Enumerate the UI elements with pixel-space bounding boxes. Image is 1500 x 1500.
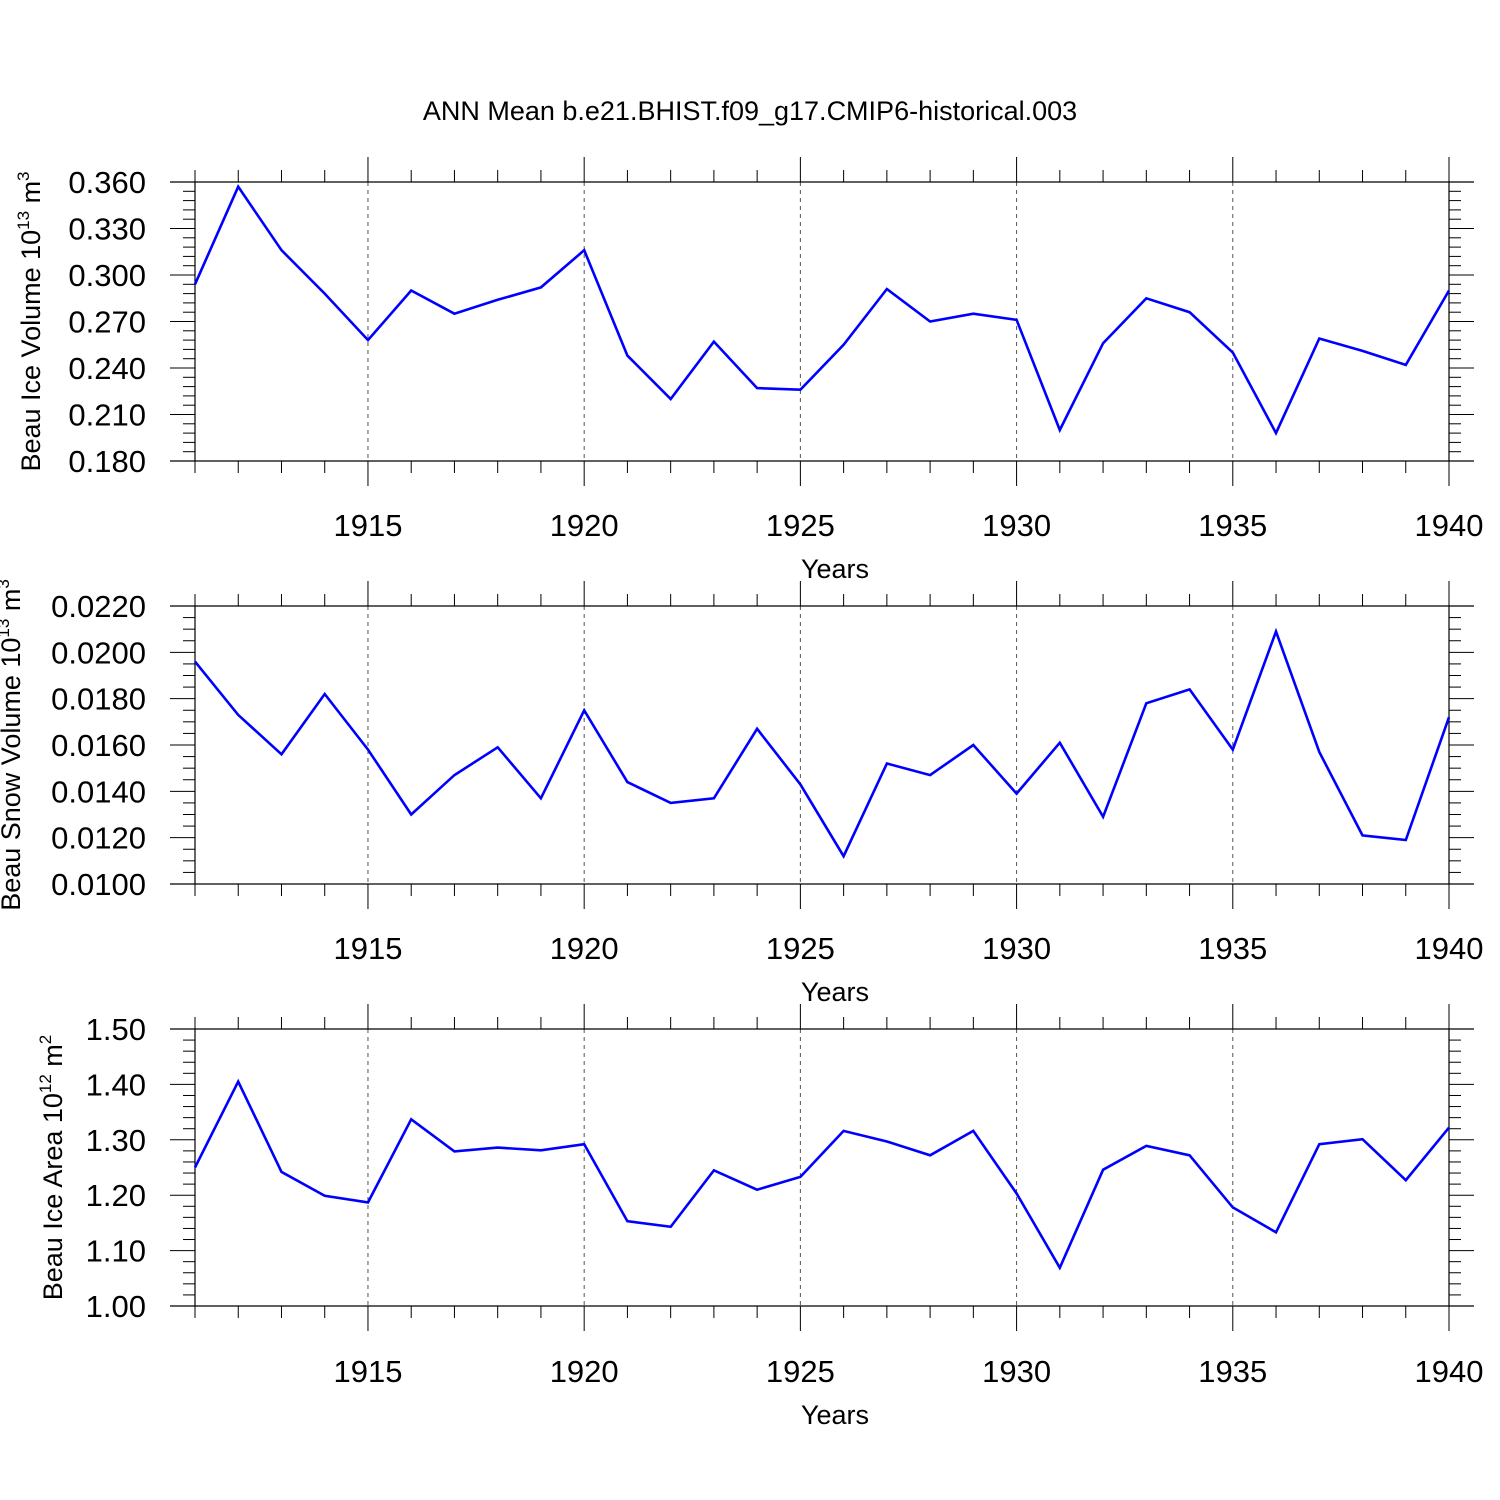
- y-tick-label: 0.360: [68, 165, 146, 200]
- y-tick-label: 1.20: [86, 1178, 146, 1213]
- y-axis-title-text: m: [16, 181, 46, 211]
- y-tick-label: 0.300: [68, 258, 146, 293]
- x-tick-label: 1930: [982, 508, 1051, 543]
- x-axis-title: Years: [801, 977, 869, 1007]
- y-axis-title-text: m: [0, 589, 26, 619]
- panel-snow-volume: 1915 1920 1925 1930 1935 1940 0.0100 0.0120 0.01…: [0, 579, 1483, 1007]
- y-tick-label: 0.0140: [51, 774, 146, 809]
- y-axis-title-superscript: 12: [36, 1074, 55, 1093]
- panel-ice-volume: 1915 1920 1925 1930 1935 1940 0.180 0.210 0.240 0…: [14, 157, 1483, 584]
- x-tick-label: 1915: [333, 931, 402, 966]
- y-axis-title: Beau Ice Volume 1013 m3: [14, 171, 46, 471]
- x-tick-label: 1940: [1415, 931, 1484, 966]
- y-tick-label: 1.10: [86, 1234, 146, 1269]
- series-line: [193, 627, 1451, 859]
- y-tick-label: 0.0220: [51, 589, 146, 624]
- y-tick-label: 0.210: [68, 398, 146, 433]
- y-tick-label: 0.0100: [51, 867, 146, 902]
- y-tick-label: 0.330: [68, 212, 146, 247]
- series-line: [193, 1078, 1451, 1271]
- series-line: [193, 184, 1451, 437]
- y-axis-title-text: Beau Snow Volume 10: [0, 638, 26, 911]
- x-tick-label: 1940: [1415, 1354, 1484, 1389]
- x-tick-label: 1935: [1198, 508, 1267, 543]
- x-tick-label: 1935: [1198, 931, 1267, 966]
- y-axis-title-superscript: 2: [36, 1035, 55, 1044]
- y-axis-title-superscript: 3: [0, 579, 13, 588]
- y-tick-label: 1.00: [86, 1289, 146, 1324]
- x-tick-label: 1935: [1198, 1354, 1267, 1389]
- y-tick-label: 0.0200: [51, 635, 146, 670]
- y-tick-label: 1.30: [86, 1123, 146, 1158]
- y-axis-title: Beau Snow Volume 1013 m3: [0, 579, 26, 911]
- y-tick-label: 0.270: [68, 305, 146, 340]
- y-tick-label: 1.50: [86, 1012, 146, 1047]
- figure-title: ANN Mean b.e21.BHIST.f09_g17.CMIP6-histo…: [423, 96, 1077, 126]
- x-tick-label: 1925: [766, 931, 835, 966]
- y-tick-label: 0.0160: [51, 728, 146, 763]
- y-tick-label: 0.0120: [51, 821, 146, 856]
- x-tick-label: 1940: [1415, 508, 1484, 543]
- x-tick-label: 1915: [333, 1354, 402, 1389]
- y-tick-label: 1.40: [86, 1067, 146, 1102]
- y-axis-title-text: Beau Ice Area 10: [38, 1093, 68, 1300]
- x-tick-label: 1920: [550, 931, 619, 966]
- x-tick-label: 1920: [550, 508, 619, 543]
- x-axis-title: Years: [801, 1400, 869, 1430]
- x-axis-title: Years: [801, 554, 869, 584]
- x-tick-label: 1930: [982, 1354, 1051, 1389]
- y-tick-label: 0.240: [68, 351, 146, 386]
- y-axis-title-superscript: 3: [14, 171, 33, 180]
- x-tick-label: 1925: [766, 508, 835, 543]
- x-tick-label: 1920: [550, 1354, 619, 1389]
- y-axis-title-superscript: 13: [14, 211, 33, 230]
- x-tick-label: 1915: [333, 508, 402, 543]
- x-tick-label: 1930: [982, 931, 1051, 966]
- y-axis-title: Beau Ice Area 1012 m2: [36, 1035, 68, 1301]
- y-tick-label: 0.0180: [51, 682, 146, 717]
- panel-ice-area: 1915 1920 1925 1930 1935 1940 1.00 1.10 1.20 1.30…: [36, 1004, 1483, 1430]
- y-axis-title-text: Beau Ice Volume 10: [16, 230, 46, 472]
- y-axis-title-superscript: 13: [0, 619, 13, 638]
- x-tick-label: 1925: [766, 1354, 835, 1389]
- y-tick-label: 0.180: [68, 444, 146, 479]
- y-axis-title-text: m: [38, 1044, 68, 1074]
